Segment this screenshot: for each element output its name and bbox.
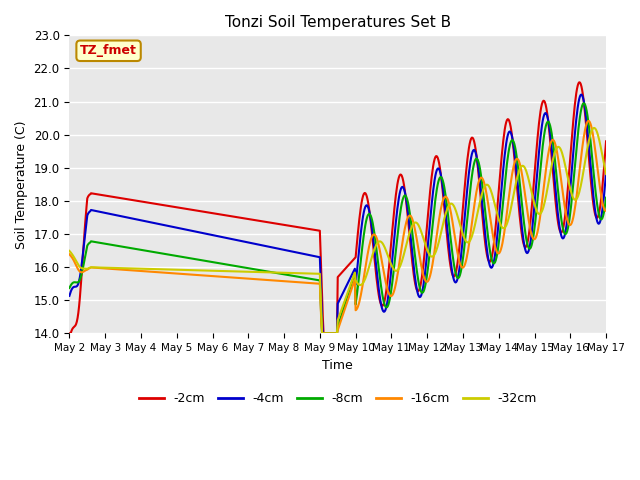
-4cm — [602, 170, 610, 176]
-32cm — [207, 268, 214, 274]
-16cm — [65, 252, 73, 257]
-32cm — [318, 331, 326, 336]
-32cm — [65, 248, 73, 254]
-32cm — [435, 238, 443, 244]
-2cm — [435, 157, 442, 163]
-2cm — [65, 331, 73, 336]
-16cm — [602, 208, 610, 214]
-2cm — [553, 211, 561, 216]
-32cm — [183, 267, 191, 273]
-4cm — [578, 92, 586, 97]
-2cm — [381, 294, 389, 300]
Line: -2cm: -2cm — [69, 82, 606, 334]
-16cm — [435, 216, 443, 222]
Line: -16cm: -16cm — [69, 121, 606, 334]
-8cm — [183, 255, 191, 261]
-4cm — [382, 305, 390, 311]
-32cm — [554, 144, 561, 150]
-2cm — [207, 210, 214, 216]
-2cm — [330, 331, 337, 336]
-2cm — [575, 79, 583, 85]
-32cm — [382, 248, 390, 254]
-16cm — [382, 281, 390, 287]
-8cm — [580, 100, 588, 106]
-4cm — [435, 166, 443, 172]
-8cm — [318, 331, 326, 336]
-4cm — [183, 227, 191, 233]
-16cm — [183, 271, 191, 277]
Line: -32cm: -32cm — [69, 128, 606, 334]
-8cm — [602, 195, 610, 201]
-32cm — [590, 125, 598, 131]
-4cm — [207, 232, 214, 238]
-16cm — [584, 118, 592, 124]
Legend: -2cm, -4cm, -8cm, -16cm, -32cm: -2cm, -4cm, -8cm, -16cm, -32cm — [134, 387, 542, 410]
Text: TZ_fmet: TZ_fmet — [80, 44, 137, 57]
-8cm — [207, 259, 214, 264]
-4cm — [554, 209, 561, 215]
-4cm — [330, 331, 338, 336]
-32cm — [330, 331, 338, 336]
X-axis label: Time: Time — [323, 359, 353, 372]
-32cm — [602, 171, 610, 177]
Y-axis label: Soil Temperature (C): Soil Temperature (C) — [15, 120, 28, 249]
-8cm — [382, 304, 390, 310]
-8cm — [65, 285, 73, 291]
-2cm — [602, 138, 610, 144]
-4cm — [65, 293, 73, 299]
-4cm — [319, 331, 326, 336]
Line: -4cm: -4cm — [69, 95, 606, 334]
-8cm — [554, 184, 561, 190]
-2cm — [183, 206, 191, 212]
-16cm — [207, 273, 214, 279]
Title: Tonzi Soil Temperatures Set B: Tonzi Soil Temperatures Set B — [225, 15, 451, 30]
Line: -8cm: -8cm — [69, 103, 606, 334]
-8cm — [435, 176, 443, 182]
-8cm — [330, 331, 338, 336]
-16cm — [554, 153, 561, 158]
-16cm — [330, 331, 338, 336]
-16cm — [318, 331, 326, 336]
